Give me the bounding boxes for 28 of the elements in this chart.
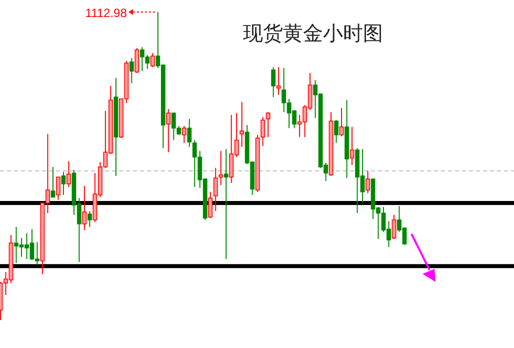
candlestick: [182, 125, 186, 144]
candlestick: [56, 176, 60, 200]
candlestick: [392, 214, 396, 240]
candlestick: [350, 126, 354, 166]
candlestick: [339, 108, 344, 137]
candlestick: [61, 171, 66, 196]
candlestick: [50, 166, 56, 198]
candlestick: [87, 210, 92, 228]
candlestick: [218, 150, 224, 186]
candlestick: [224, 148, 228, 260]
candlestick: [150, 52, 155, 68]
candlestick: [187, 118, 192, 148]
candlestick: [260, 116, 266, 146]
candlestick: [276, 66, 281, 96]
candlestick: [366, 170, 370, 194]
text: 现货黄金小时图: [243, 21, 383, 45]
candlestick: [266, 112, 270, 138]
candlestick: [240, 101, 244, 148]
candlestick: [134, 48, 140, 74]
annotation: 1112.98: [85, 6, 128, 20]
candlestick: [129, 57, 134, 84]
candlestick: [213, 167, 218, 212]
candlestick: [271, 66, 276, 98]
candlestick: [208, 191, 213, 219]
candlestick: [66, 160, 71, 188]
candlestick: [82, 186, 87, 231]
candlestick: [166, 108, 171, 153]
candlestick: [334, 120, 338, 144]
